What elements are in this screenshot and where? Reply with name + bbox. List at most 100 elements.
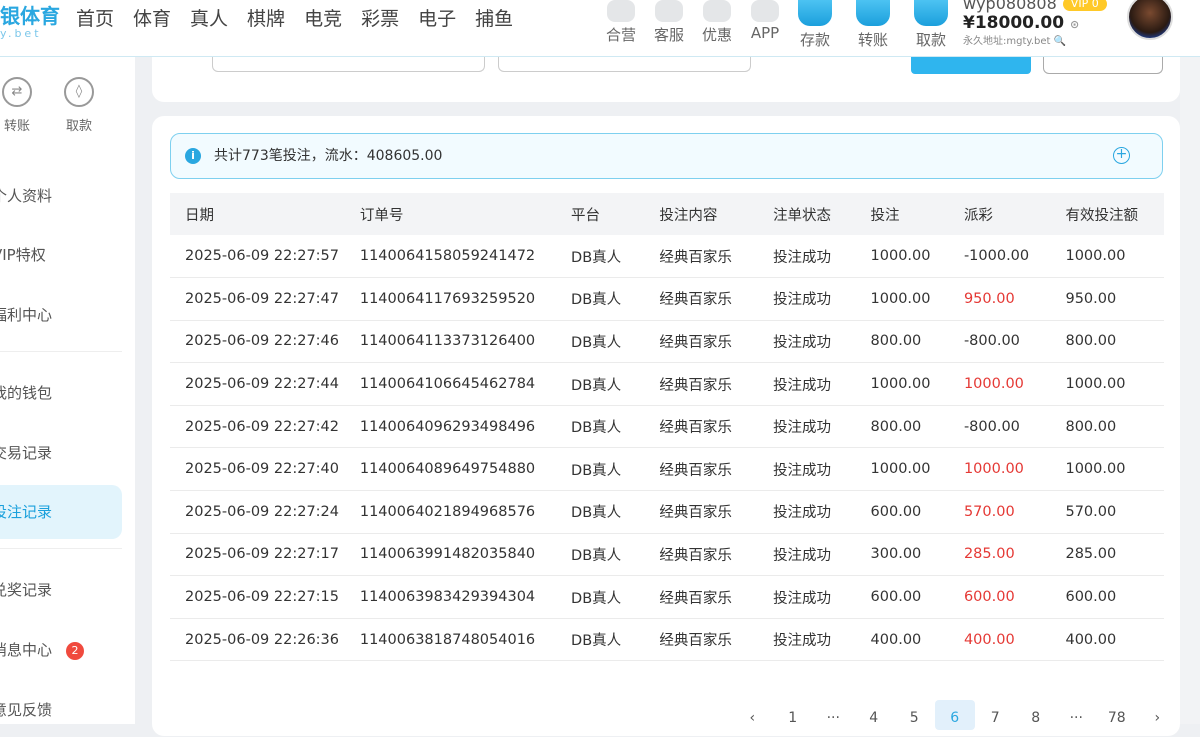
quick-transfer[interactable]: ⇄ 转账 — [0, 77, 34, 134]
quick-label: 取款 — [65, 119, 92, 134]
divider — [0, 351, 122, 352]
balance: ¥18000.00 — [963, 13, 1065, 33]
sidebar-item[interactable]: 投注记录 — [0, 485, 122, 539]
sidebar-item[interactable]: 交易记录 — [0, 426, 122, 480]
cell: 1140064158059241472 — [359, 235, 572, 279]
nav-item[interactable]: 电竞 — [304, 8, 343, 30]
expand-plus-icon[interactable]: + — [1113, 147, 1130, 164]
page-item[interactable]: 1 — [788, 710, 798, 726]
cell: 2025-06-09 22:27:57 — [170, 235, 360, 279]
page-item[interactable]: ‹ — [749, 710, 756, 726]
sidebar-item[interactable]: 福利中心 — [0, 288, 122, 342]
action-icon — [798, 0, 832, 26]
date-range-input[interactable] — [212, 50, 485, 72]
tool-1[interactable]: 客服 — [652, 0, 686, 45]
cell: -800.00 — [963, 405, 1066, 449]
tool-3[interactable]: APP — [748, 0, 782, 45]
main-nav: 首页 体育 真人 棋牌 电竞 彩票 电子 捕鱼 — [76, 4, 513, 31]
date-quick-buttons[interactable] — [498, 50, 751, 72]
quick-withdraw[interactable]: ◊ 取款 — [62, 77, 96, 134]
logo-text: 银体育 — [0, 4, 60, 28]
sidebar-item-label: 个人资料 — [0, 187, 53, 205]
table-row: 2025-06-09 22:27:40 1140064089649754880 DB… — [170, 447, 1164, 492]
refresh-icon[interactable]: ⊙ — [1070, 18, 1080, 31]
cell: 2025-06-09 22:27:47 — [170, 277, 360, 321]
table-row: 2025-06-09 22:26:36 1140063818748054016 DB… — [170, 618, 1164, 662]
cell: 800.00 — [1065, 320, 1164, 364]
tool-label: 优惠 — [701, 26, 732, 44]
nav-item[interactable]: 捕鱼 — [475, 8, 514, 30]
nav-item[interactable]: 首页 — [76, 8, 115, 30]
page-item[interactable]: 5 — [909, 710, 919, 726]
cell: 经典百家乐 — [659, 533, 774, 577]
tool-2[interactable]: 优惠 — [700, 0, 734, 45]
cell: 1000.00 — [1065, 362, 1164, 406]
cell: 投注成功 — [773, 575, 871, 619]
cell: 投注成功 — [773, 618, 871, 662]
cell: DB真人 — [571, 320, 660, 364]
tool-links: 合营 客服 优惠 APP — [604, 0, 782, 45]
search-icon[interactable]: 🔍 — [1053, 36, 1067, 47]
cell: DB真人 — [571, 362, 660, 406]
nav-item[interactable]: 真人 — [190, 8, 229, 30]
sidebar-item[interactable]: 意见反馈 — [0, 683, 122, 737]
cell: 300.00 — [870, 533, 964, 577]
tool-label: 合营 — [605, 26, 636, 44]
page-item[interactable]: ··· — [1069, 710, 1083, 726]
cell: 800.00 — [1065, 405, 1164, 449]
cell: 950.00 — [963, 277, 1066, 321]
cell: 1140064113373126400 — [359, 320, 572, 364]
page-item[interactable]: ··· — [826, 710, 840, 726]
vip-badge: VIP 0 — [1062, 0, 1107, 11]
page-item[interactable]: 78 — [1107, 710, 1126, 726]
action-2[interactable]: 取款 — [911, 0, 951, 50]
nav-item[interactable]: 体育 — [133, 8, 172, 30]
withdraw-icon: ◊ — [64, 77, 94, 107]
action-1[interactable]: 转账 — [853, 0, 893, 50]
logo[interactable]: 银体育 y.bet — [0, 0, 60, 40]
cell: 1000.00 — [963, 362, 1066, 406]
cell: 2025-06-09 22:27:46 — [170, 320, 360, 364]
cell: 1140064117693259520 — [359, 277, 572, 321]
cell: DB真人 — [571, 235, 660, 279]
nav-item[interactable]: 棋牌 — [247, 8, 286, 30]
cell: 1000.00 — [870, 447, 964, 492]
column-header: 平台 — [571, 193, 660, 235]
sidebar-item-label: 意见反馈 — [0, 701, 53, 719]
cell: DB真人 — [571, 447, 660, 492]
scrollbar-track[interactable] — [1180, 57, 1200, 724]
table-row: 2025-06-09 22:27:47 1140064117693259520 DB… — [170, 277, 1164, 321]
summary-text: 共计773笔投注，流水：408605.00 — [214, 148, 443, 164]
avatar[interactable] — [1127, 0, 1173, 40]
page-item[interactable]: › — [1154, 710, 1161, 726]
column-header: 有效投注额 — [1065, 193, 1164, 235]
sidebar-item[interactable]: 消息中心 2 — [0, 623, 122, 677]
sidebar-item-label: 兑奖记录 — [0, 581, 53, 599]
page-item[interactable]: 8 — [1031, 710, 1041, 726]
tool-0[interactable]: 合营 — [604, 0, 638, 45]
cell: 600.00 — [870, 490, 964, 534]
page-item[interactable]: 7 — [990, 710, 1000, 726]
column-header: 投注 — [870, 193, 964, 235]
nav-item[interactable]: 电子 — [418, 8, 457, 30]
cell: 2025-06-09 22:27:42 — [170, 405, 360, 449]
cell: 经典百家乐 — [659, 618, 774, 662]
action-0[interactable]: 存款 — [795, 0, 835, 50]
page-item[interactable]: 6 — [934, 700, 975, 730]
action-label: 存款 — [799, 31, 830, 49]
nav-item[interactable]: 彩票 — [361, 8, 400, 30]
cell: 投注成功 — [773, 405, 871, 449]
sidebar-item[interactable]: VIP特权 — [0, 228, 122, 282]
sidebar-item[interactable]: 个人资料 — [0, 169, 122, 223]
cell: 285.00 — [963, 533, 1066, 577]
tool-icon — [607, 0, 635, 22]
sidebar-item[interactable]: 兑奖记录 — [0, 563, 122, 617]
cell: 2025-06-09 22:26:36 — [170, 618, 360, 662]
page-item[interactable]: 4 — [869, 710, 879, 726]
cell: 2025-06-09 22:27:40 — [170, 447, 360, 492]
tool-icon — [703, 0, 731, 22]
sidebar-item-label: 投注记录 — [0, 503, 53, 521]
column-header: 派彩 — [963, 193, 1066, 235]
sidebar-item[interactable]: 我的钱包 — [0, 366, 122, 420]
reset-button[interactable] — [1043, 50, 1163, 74]
